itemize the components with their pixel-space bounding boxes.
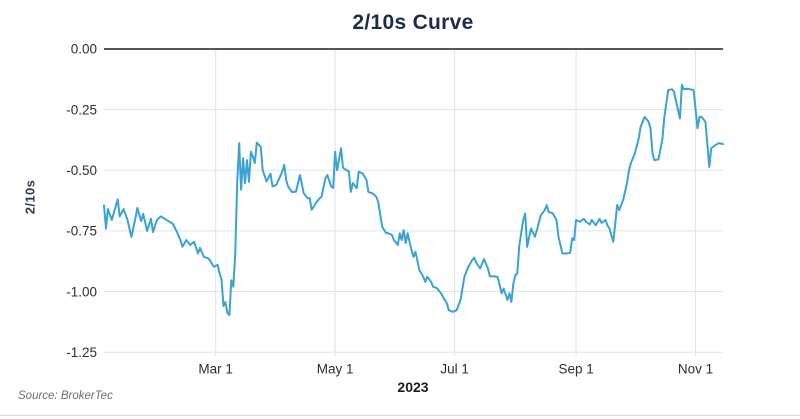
y-tick-label: -0.25 xyxy=(66,102,97,117)
bottom-divider xyxy=(0,415,800,416)
x-tick-label: Nov 1 xyxy=(678,362,713,377)
y-tick-label: -1.25 xyxy=(66,345,97,360)
x-tick-label: Jul 1 xyxy=(440,362,469,377)
spread-line-series xyxy=(103,83,724,317)
chart-title: 2/10s Curve xyxy=(352,11,474,34)
y-tick-label: 0.00 xyxy=(71,42,97,57)
y-tick-label: -0.50 xyxy=(66,163,97,178)
source-credit: Source: BrokerTec xyxy=(18,390,113,402)
x-axis-title: 2023 xyxy=(397,379,429,395)
y-tick-label: -0.75 xyxy=(66,224,97,239)
x-tick-label: May 1 xyxy=(317,362,354,377)
x-tick-label: Sep 1 xyxy=(558,362,593,377)
x-tick-label: Mar 1 xyxy=(198,362,233,377)
y-tick-label: -1.00 xyxy=(66,284,97,299)
